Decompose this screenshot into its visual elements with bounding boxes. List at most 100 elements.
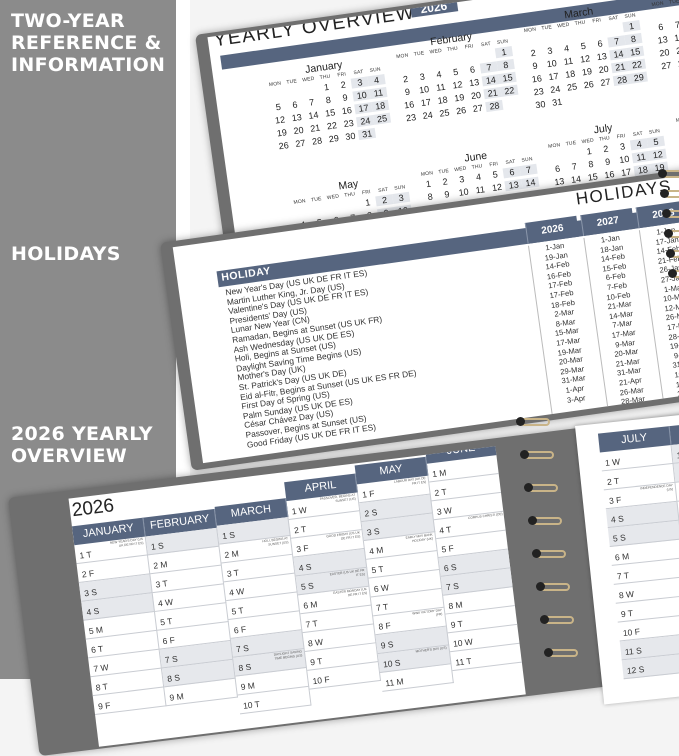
day-label: 1 F <box>361 488 376 500</box>
day: 6 <box>657 21 665 33</box>
day: 27 <box>472 102 484 115</box>
weekday: WED <box>301 75 315 84</box>
blank <box>539 32 557 44</box>
day: 22 <box>627 58 647 71</box>
day-label: 7 S <box>164 653 179 666</box>
day-label: 9 M <box>168 691 185 703</box>
day-label: 6 W <box>373 582 390 595</box>
holiday-note: LABOUR DAY (UK DE FR IT ES) <box>393 475 427 486</box>
day: 26 <box>278 140 290 152</box>
day: 16 <box>403 99 415 111</box>
holiday-note: NEW YEAR'S DAY (US UK DE FR IT ES) <box>109 536 144 548</box>
ring <box>662 209 679 218</box>
day: 1 <box>323 81 330 93</box>
day: 27 <box>294 137 307 150</box>
ring <box>520 450 554 459</box>
day-label: 10 F <box>311 674 331 687</box>
ring <box>666 249 679 258</box>
day: 30 <box>344 130 357 142</box>
day: 21 <box>675 44 679 57</box>
blank <box>342 199 360 211</box>
day: 13 <box>596 50 608 63</box>
day: 1 <box>622 20 641 33</box>
weekday: SUN <box>624 12 637 20</box>
day: 7 <box>308 97 315 108</box>
weekday: WED <box>326 193 340 202</box>
day: 23 <box>343 117 355 130</box>
day: 10 <box>457 186 470 198</box>
day-label: 10 F <box>622 626 641 639</box>
weekday: FRI <box>616 133 626 141</box>
day: 3 <box>458 173 465 185</box>
day: 30 <box>534 98 547 111</box>
weekday: THU <box>319 73 331 82</box>
day-label: 12 S <box>626 664 645 676</box>
blank <box>292 206 310 218</box>
blank <box>309 203 327 215</box>
day: 27 <box>599 76 612 88</box>
day: 3 <box>419 71 426 83</box>
day-label: 5 T <box>230 605 245 617</box>
weekday: MON <box>675 116 679 124</box>
day: 14 <box>673 31 679 44</box>
day: 24 <box>549 83 562 96</box>
weekday: SAT <box>377 186 389 194</box>
day: 11 <box>369 86 388 100</box>
weekday: SAT <box>632 130 644 138</box>
day: 6 <box>291 99 299 111</box>
blank <box>522 34 540 46</box>
day: 2 <box>375 194 394 207</box>
blank <box>606 22 624 34</box>
day: 6 <box>554 163 561 175</box>
day: 17 <box>420 96 432 109</box>
day: 15 <box>626 45 645 59</box>
day: 8 <box>325 94 332 106</box>
day: 4 <box>435 69 443 80</box>
day: 27 <box>660 60 672 72</box>
weekday: TUE <box>413 50 425 58</box>
day: 7 <box>519 163 538 177</box>
month-header: AUG <box>669 418 679 446</box>
day: 9 <box>341 92 349 104</box>
ring <box>544 648 578 657</box>
day: 5 <box>580 40 587 52</box>
day: 8 <box>496 58 515 72</box>
mini-calendar-february: February MON TUE WED THU FRI SAT SUN 1 2 3 4 5 6 7 8 9 10… <box>392 25 520 124</box>
day: 10 <box>618 153 631 166</box>
ring <box>516 417 550 426</box>
day: 29 <box>629 71 648 84</box>
day-label: 8 S <box>166 672 181 684</box>
day-label: 4 T <box>438 524 452 536</box>
day-label: 6 T <box>90 643 104 655</box>
day-label: 3 T <box>226 567 240 579</box>
day-label: 3 S <box>366 526 381 538</box>
day: 20 <box>470 89 482 102</box>
ring <box>536 582 570 591</box>
holiday-note: PASSOVER, BEGINS AT SUNSET (US) <box>319 492 356 503</box>
weekday: SUN <box>393 184 406 192</box>
day: 21 <box>611 60 630 74</box>
day-label: 7 S <box>235 642 250 655</box>
day: 20 <box>658 47 671 59</box>
day: 2 <box>530 47 537 59</box>
day: 23 <box>532 86 545 98</box>
day-label: 2 M <box>223 548 240 560</box>
day-label: 5 T <box>370 563 385 576</box>
day-label: 4 S <box>610 513 625 525</box>
day: 28 <box>613 73 632 87</box>
day: 23 <box>405 112 417 124</box>
holiday-note: GOOD FRIDAY (US UK DE FR IT ES) <box>326 530 361 541</box>
month-name: August <box>671 89 679 117</box>
day-label: 9 F <box>97 700 111 712</box>
day-label: 4 W <box>228 585 245 598</box>
ring <box>528 516 562 525</box>
day: 17 <box>547 70 560 83</box>
day-label: 10 W <box>452 636 474 649</box>
day: 9 <box>604 156 611 168</box>
day: 19 <box>453 92 465 104</box>
day: 12 <box>491 181 503 194</box>
mini-calendar-april: AprilMONTUEWEDTHUFRISATSUN12345678910111… <box>647 0 679 72</box>
day-label: 5 S <box>300 580 315 592</box>
blank <box>462 51 480 63</box>
day: 6 <box>596 38 604 50</box>
